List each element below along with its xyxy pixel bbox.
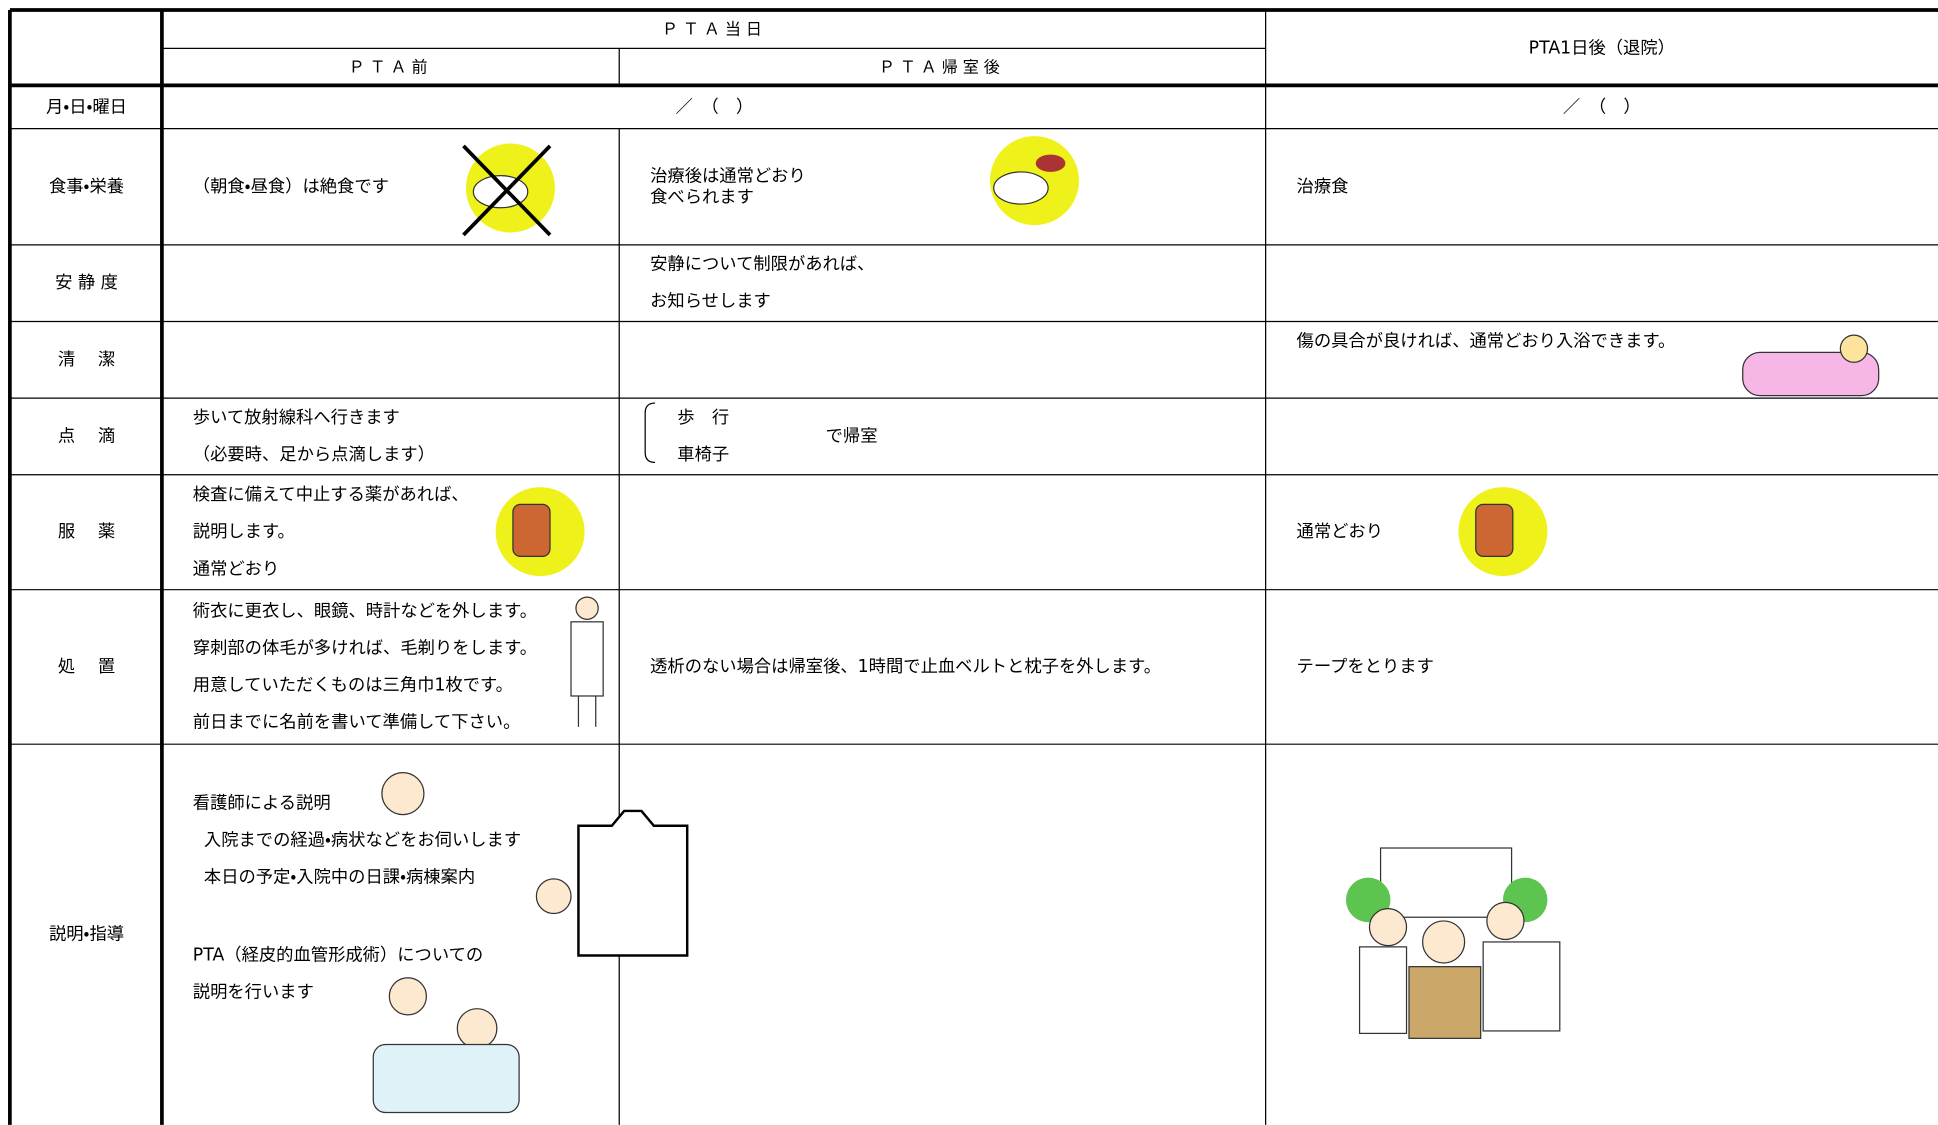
cell-text: 用意していただくものは三角巾1枚です。	[193, 675, 513, 695]
cell-text: 通常どおり	[193, 559, 279, 579]
illustration-nurses	[372, 771, 689, 1114]
cell-text: 本日の予定・入院中の日課・病棟案内	[204, 868, 475, 888]
illustration-bath	[1742, 334, 1880, 397]
cell-text: 透析のない場合は帰室後、1時間で止血ベルトと枕子を外します。	[650, 657, 1161, 677]
cell-text: 通常どおり	[1297, 522, 1383, 542]
cell-text: 治療食	[1297, 177, 1349, 197]
cell-text: 治療後は通常どおり	[650, 166, 806, 186]
date-cell: ／ （ ）	[1563, 98, 1641, 118]
row-label: 月・日・曜日	[46, 98, 127, 118]
illustration-meal	[990, 136, 1080, 226]
cell-text: 傷の具合が良ければ、通常どおり入浴できます。	[1297, 331, 1676, 351]
cell-text: 前日までに名前を書いて準備して下さい。	[193, 713, 521, 733]
cell-text: 術衣に更衣し、眼鏡、時計などを外します。	[193, 601, 537, 621]
row-label: 食事・栄養	[49, 177, 124, 197]
illustration-meal-crossed	[462, 143, 555, 237]
column-header: PTA1日後（退院）	[1529, 38, 1675, 58]
row-label: 清 潔	[58, 350, 115, 370]
group-header: ＰＴＡ当日	[662, 19, 767, 38]
column-header: ＰＴＡ前	[349, 58, 433, 77]
row-label: 安 静 度	[55, 273, 118, 293]
bracket	[644, 402, 656, 464]
cell-text: 車椅子	[677, 445, 729, 465]
illustration-medicine	[495, 487, 585, 577]
cell-text: 歩 行	[677, 408, 729, 428]
cell-text: 食べられます	[650, 187, 754, 207]
cell-text: 説明を行います	[193, 983, 314, 1003]
cell-text: 看護師による説明	[193, 794, 331, 814]
cell-text: 説明します。	[193, 522, 295, 542]
cell-text: 入院までの経過・病状などをお伺いします	[204, 831, 521, 851]
cell-text: お知らせします	[650, 292, 771, 312]
row-label: 点 滴	[58, 426, 115, 446]
cell-text: 安静について制限があれば、	[650, 255, 874, 275]
cell-text: （朝食・昼食）は絶食です	[193, 177, 389, 197]
cell-text: で帰室	[826, 426, 878, 446]
row-label: 説明・指導	[49, 925, 124, 945]
column-header: ＰＴＡ帰室後	[879, 58, 1005, 77]
cell-text: PTA（経皮的血管形成術）についての	[193, 946, 483, 966]
cell-text: 検査に備えて中止する薬があれば、	[193, 485, 469, 505]
illustration-hospital	[1345, 847, 1561, 1039]
cell-text: 穿刺部の体毛が多ければ、毛剃りをします。	[193, 638, 537, 658]
cell-text: （必要時、足から点滴します）	[193, 445, 435, 465]
table-grid	[8, 8, 1938, 1125]
row-label: 処 置	[58, 657, 115, 677]
cell-text: 歩いて放射線科へ行きます	[193, 408, 400, 428]
illustration-patient-gown	[570, 596, 604, 727]
table-content: ＰＴＡ当日 ＰＴＡ前 ＰＴＡ帰室後 PTA1日後（退院） 月・日・曜日 ／ （ ） ／ （ …	[46, 19, 1675, 1002]
date-cell: ／ （ ）	[675, 98, 753, 118]
cell-text: テープをとります	[1297, 657, 1434, 677]
illustration-medicine	[1458, 487, 1548, 577]
row-label: 服 薬	[58, 522, 115, 542]
